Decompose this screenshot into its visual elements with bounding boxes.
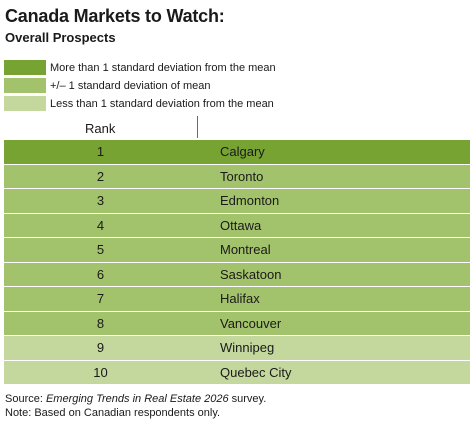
city-cell: Calgary bbox=[220, 144, 265, 160]
city-cell: Halifax bbox=[220, 291, 260, 307]
source-note: Source: Emerging Trends in Real Estate 2… bbox=[5, 392, 266, 406]
rank-cell: 1 bbox=[96, 144, 105, 160]
legend-item: More than 1 standard deviation from the … bbox=[4, 59, 469, 76]
legend-item: +/– 1 standard deviation of mean bbox=[4, 77, 469, 94]
table-row: 1 Calgary bbox=[4, 140, 470, 164]
table-row: 10 Quebec City bbox=[4, 360, 470, 384]
rank-column-header: Rank bbox=[85, 121, 116, 136]
table-row: 8 Vancouver bbox=[4, 311, 470, 335]
ranking-table: 1 Calgary 2 Toronto 3 Edmonton 4 Ottawa 5 Montrea… bbox=[4, 140, 470, 385]
rank-cell: 6 bbox=[96, 266, 105, 282]
rank-cell: 10 bbox=[93, 364, 108, 380]
respondents-note: Note: Based on Canadian respondents only… bbox=[5, 407, 221, 419]
table-row: 3 Edmonton bbox=[4, 189, 470, 213]
source-title: Emerging Trends in Real Estate 2026 bbox=[45, 393, 229, 405]
rank-cell: 9 bbox=[96, 340, 105, 356]
table-row: 2 Toronto bbox=[4, 164, 470, 188]
header-divider bbox=[197, 116, 198, 138]
city-cell: Ottawa bbox=[220, 217, 262, 233]
city-cell: Quebec City bbox=[220, 364, 292, 380]
footnotes: Source: Emerging Trends in Real Estate 2… bbox=[5, 392, 266, 420]
rank-cell: 2 bbox=[96, 168, 105, 184]
rank-cell: 4 bbox=[96, 217, 105, 233]
legend-label: More than 1 standard deviation from the … bbox=[50, 61, 276, 74]
city-cell: Saskatoon bbox=[220, 266, 282, 282]
rank-cell: 8 bbox=[96, 315, 105, 331]
legend-swatch bbox=[4, 78, 46, 93]
legend: More than 1 standard deviation from the … bbox=[4, 59, 469, 113]
city-cell: Vancouver bbox=[220, 315, 282, 331]
chart-subtitle: Overall Prospects bbox=[5, 30, 116, 45]
city-cell: Toronto bbox=[220, 168, 264, 184]
rank-cell: 7 bbox=[96, 291, 105, 307]
legend-label: Less than 1 standard deviation from the … bbox=[50, 97, 274, 110]
legend-swatch bbox=[4, 60, 46, 75]
table-row: 5 Montreal bbox=[4, 238, 470, 262]
legend-swatch bbox=[4, 96, 46, 111]
source-prefix: Source: bbox=[5, 393, 46, 405]
legend-item: Less than 1 standard deviation from the … bbox=[4, 95, 469, 112]
table-row: 4 Ottawa bbox=[4, 213, 470, 237]
city-cell: Montreal bbox=[220, 242, 271, 258]
chart-title: Canada Markets to Watch: bbox=[5, 6, 225, 26]
rank-cell: 5 bbox=[96, 242, 105, 258]
rank-cell: 3 bbox=[96, 193, 105, 209]
city-cell: Winnipeg bbox=[220, 340, 275, 356]
table-row: 7 Halifax bbox=[4, 287, 470, 311]
table-row: 6 Saskatoon bbox=[4, 262, 470, 286]
table-row: 9 Winnipeg bbox=[4, 336, 470, 360]
city-cell: Edmonton bbox=[220, 193, 280, 209]
legend-label: +/– 1 standard deviation of mean bbox=[50, 79, 211, 92]
source-suffix: survey. bbox=[228, 393, 267, 405]
